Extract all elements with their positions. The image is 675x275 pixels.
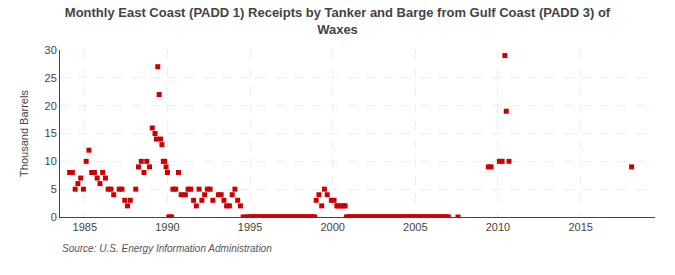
svg-text:2010: 2010 bbox=[486, 221, 510, 233]
svg-text:5: 5 bbox=[51, 183, 57, 195]
svg-text:Thousand Barrels: Thousand Barrels bbox=[18, 90, 30, 177]
svg-text:1990: 1990 bbox=[155, 221, 179, 233]
svg-text:2000: 2000 bbox=[320, 221, 344, 233]
svg-text:15: 15 bbox=[45, 127, 57, 139]
svg-text:Source: U.S. Energy Informatio: Source: U.S. Energy Information Administ… bbox=[62, 243, 272, 254]
svg-text:2015: 2015 bbox=[568, 221, 592, 233]
svg-text:20: 20 bbox=[45, 100, 57, 112]
svg-text:1995: 1995 bbox=[238, 221, 262, 233]
svg-text:10: 10 bbox=[45, 155, 57, 167]
svg-text:2005: 2005 bbox=[403, 221, 427, 233]
svg-text:25: 25 bbox=[45, 72, 57, 84]
svg-text:1985: 1985 bbox=[73, 221, 97, 233]
svg-text:Monthly East Coast (PADD 1) Re: Monthly East Coast (PADD 1) Receipts by … bbox=[65, 5, 611, 37]
svg-text:0: 0 bbox=[51, 211, 57, 223]
svg-text:30: 30 bbox=[45, 44, 57, 56]
